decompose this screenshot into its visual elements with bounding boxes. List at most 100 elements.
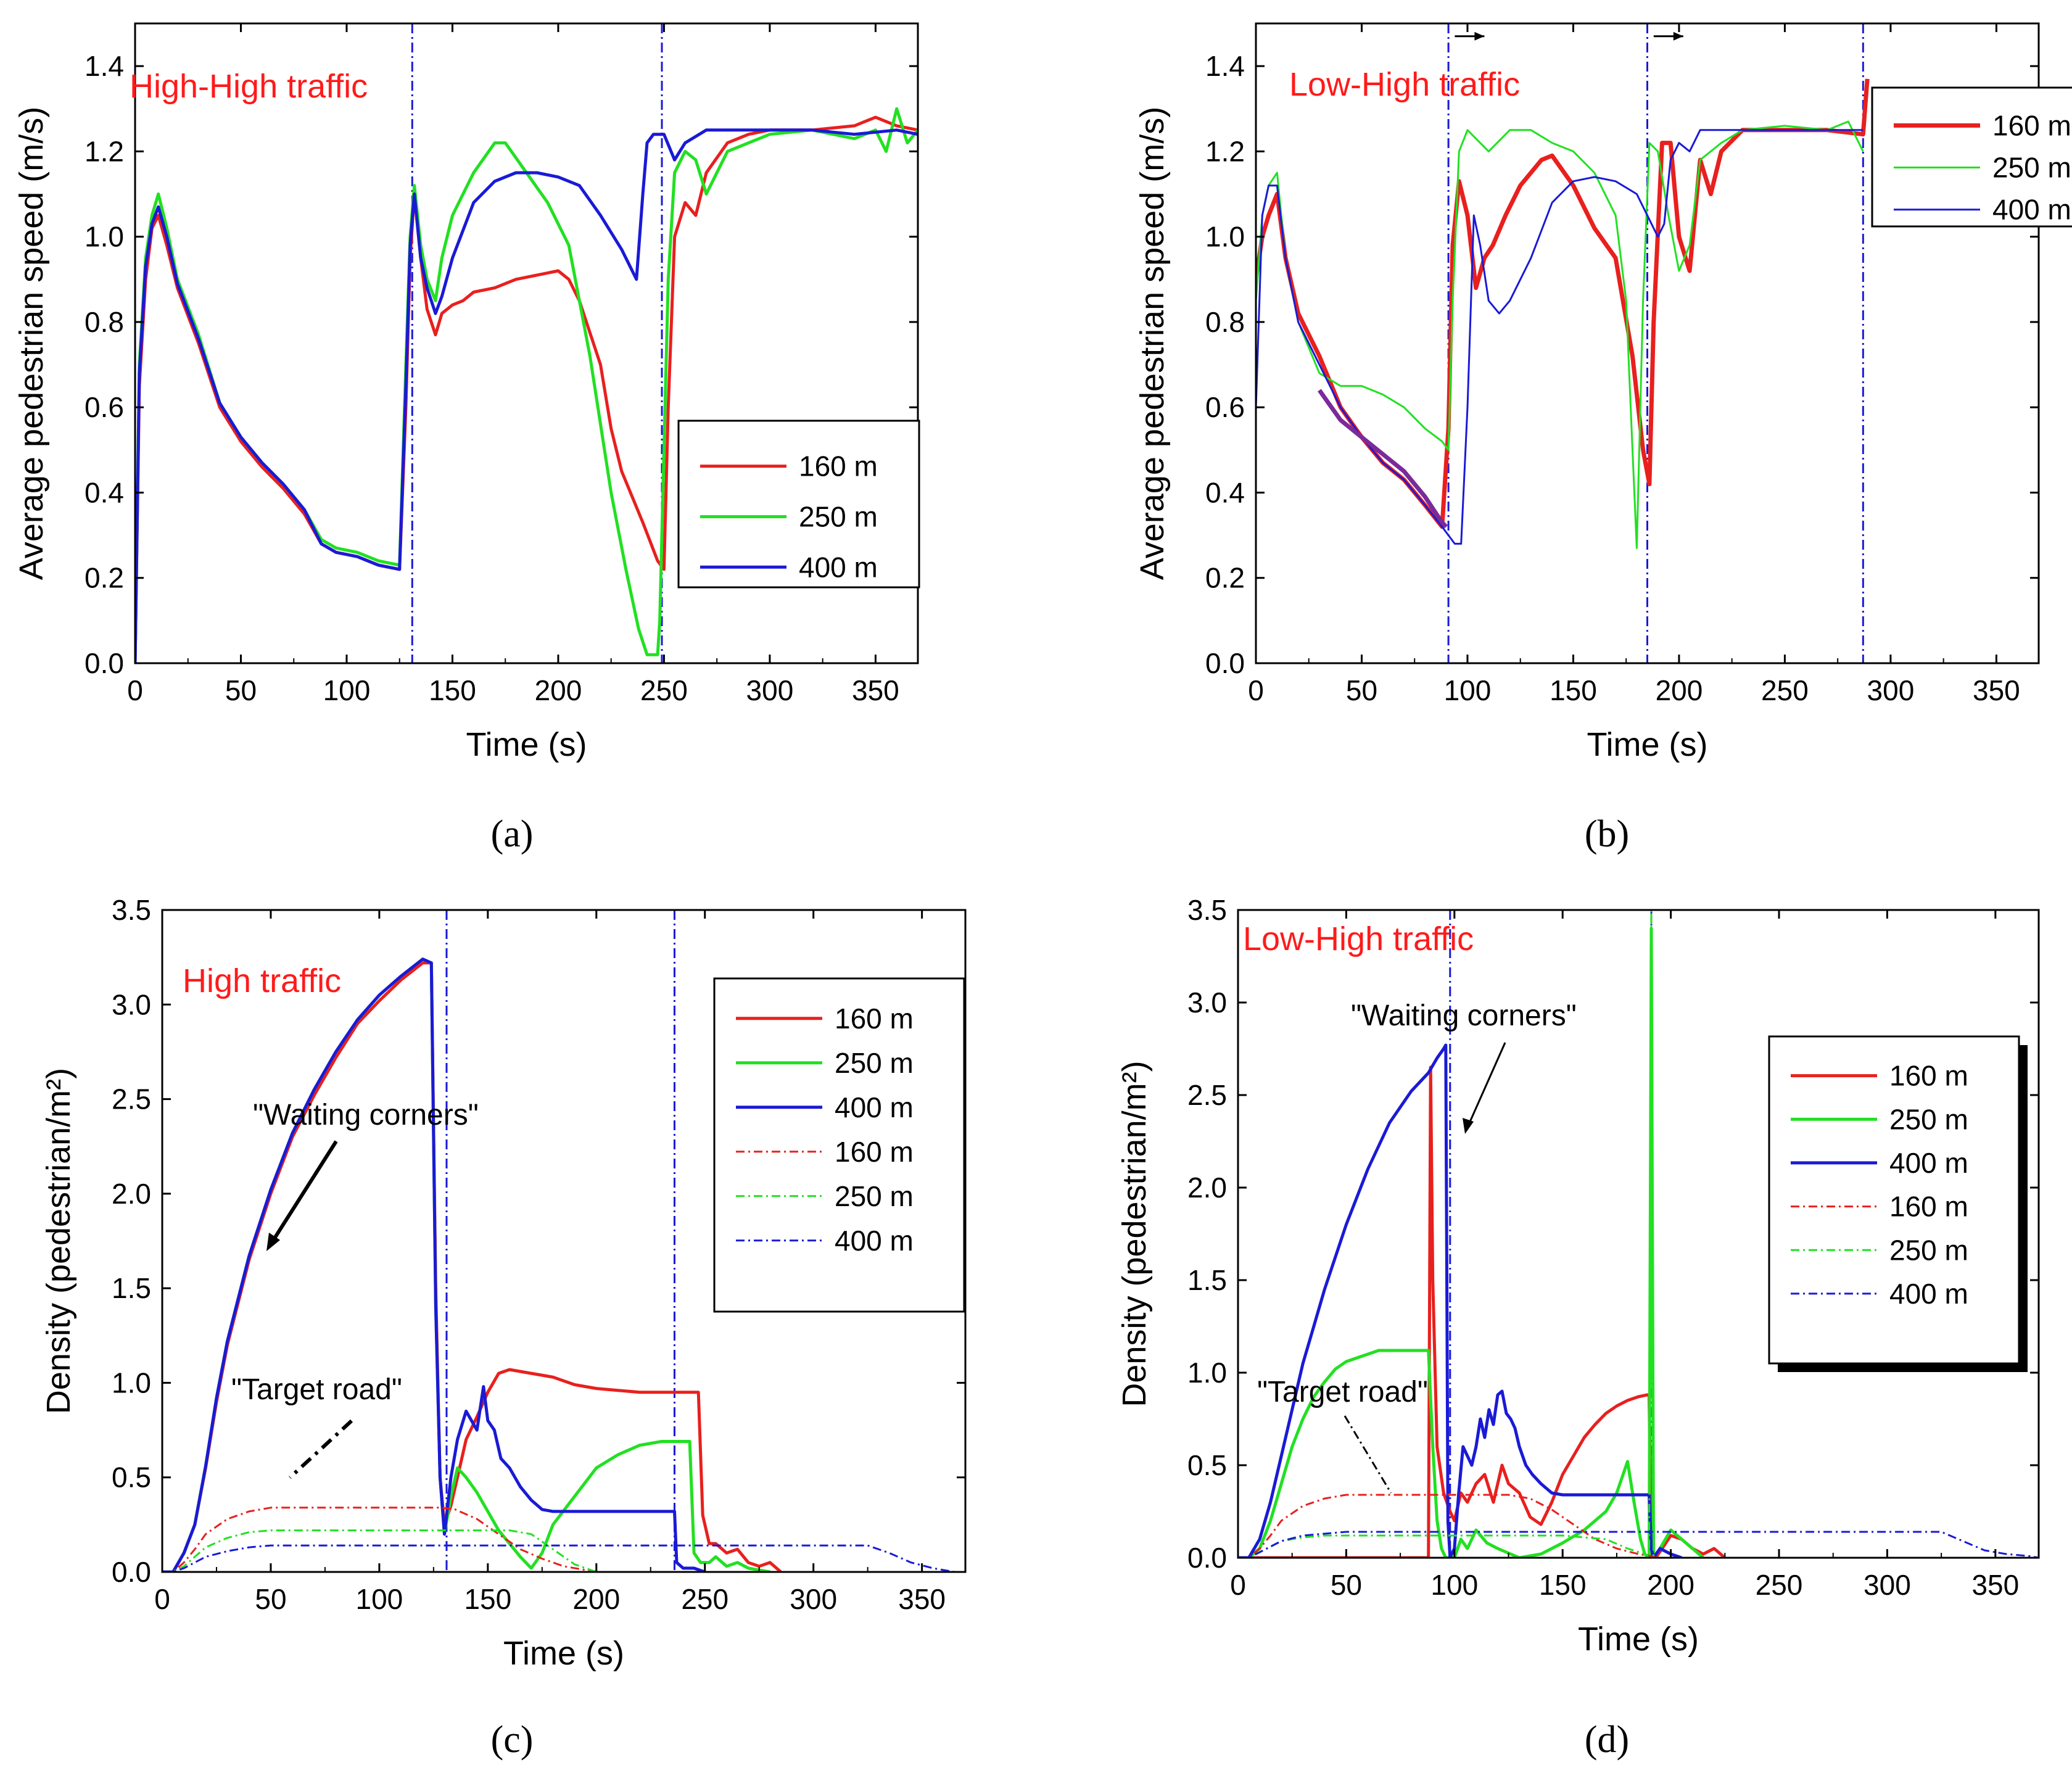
annotation-arrow [288, 1419, 353, 1479]
legend-label: 160 m [1889, 1060, 1968, 1092]
chart-title: Low-High traffic [1243, 920, 1474, 957]
series-line-blue-solid [1238, 1043, 1683, 1558]
annotation-arrow [1467, 1042, 1506, 1127]
x-tick-label: 200 [572, 1583, 620, 1615]
series-line-green-dashdot [162, 1529, 597, 1572]
x-axis-label: Time (s) [503, 1635, 624, 1672]
chart-title: High traffic [183, 962, 341, 999]
y-tick-label: 0.0 [1205, 647, 1245, 679]
plot-frame [1237, 909, 2040, 1559]
x-tick-label: 200 [1656, 674, 1703, 706]
x-tick-label: 350 [898, 1583, 946, 1615]
y-tick-label: 2.0 [112, 1178, 151, 1210]
plot-frame [1255, 22, 2040, 664]
legend-box [713, 977, 965, 1313]
y-tick-label: 1.2 [1205, 135, 1245, 167]
x-tick-label: 300 [746, 674, 794, 706]
legend-label: 400 m [1992, 194, 2071, 226]
x-tick-label: 350 [1973, 674, 2020, 706]
chart-d: 0 50 100 150 200 250 300 350 0.0 0.5 1.0 1.5 2.0 2.5 3… [1116, 894, 2040, 1761]
annotation-text: "Target road" [1257, 1376, 1428, 1408]
x-tick-label: 150 [1539, 1569, 1587, 1601]
series-line-blue-solid-thin [1256, 129, 1864, 545]
y-tick-label: 1.0 [112, 1367, 151, 1399]
x-tick-label: 100 [1430, 1569, 1478, 1601]
series-line-purple-solid-thick [1318, 389, 1448, 529]
y-tick-label: 0.8 [1205, 306, 1245, 338]
x-tick-label: 350 [852, 674, 899, 706]
series-line-red-dashdot [162, 1507, 597, 1572]
x-tick-label: 150 [429, 674, 476, 706]
annotation-text: "Waiting corners" [1351, 999, 1577, 1032]
y-tick-label: 1.4 [85, 50, 124, 82]
x-tick-label: 250 [1756, 1569, 1803, 1601]
legend-label: 250 m [835, 1047, 914, 1079]
y-tick-label: 1.5 [112, 1272, 151, 1304]
chart-a: 0 50 100 150 200 250 300 350 0.0 0.2 0.4 0.6 0.8 1.0 1… [13, 22, 920, 855]
legend-label: 160 m [1889, 1191, 1968, 1223]
x-tick-label: 0 [154, 1583, 170, 1615]
x-tick-label: 250 [1761, 674, 1809, 706]
x-tick-label: 250 [640, 674, 688, 706]
x-tick-label: 100 [1444, 674, 1492, 706]
legend-label: 160 m [1992, 109, 2071, 141]
y-tick-label: 0.5 [112, 1462, 151, 1494]
y-tick-label: 0.2 [1205, 562, 1245, 594]
legend-box [1871, 86, 2072, 228]
x-tick-label: 200 [1647, 1569, 1694, 1601]
annotation-text: "Waiting corners" [253, 1099, 479, 1131]
arrow-head [1474, 31, 1485, 41]
panel-label: (d) [1585, 1719, 1629, 1761]
legend-label: 250 m [1889, 1103, 1968, 1135]
x-tick-label: 50 [255, 1583, 286, 1615]
legend-box [677, 420, 920, 589]
y-tick-label: 2.5 [112, 1083, 151, 1115]
x-axis-label: Time (s) [1587, 726, 1708, 763]
x-tick-label: 50 [225, 674, 257, 706]
annotation-text: "Target road" [231, 1373, 402, 1406]
x-tick-label: 100 [323, 674, 371, 706]
legend-label: 250 m [799, 500, 878, 532]
plot-frame [134, 22, 919, 664]
y-tick-label: 0.0 [1187, 1542, 1227, 1574]
series-line-red-solid [162, 961, 782, 1572]
y-tick-label: 3.0 [112, 988, 151, 1020]
legend-label: 160 m [835, 1003, 914, 1035]
panel-label: (c) [491, 1719, 534, 1761]
series-line-green-solid [162, 957, 770, 1572]
annotation-arrowhead [1463, 1118, 1474, 1134]
legend-label: 250 m [1889, 1234, 1968, 1266]
y-tick-label: 0.6 [85, 391, 124, 423]
y-tick-label: 1.4 [1205, 50, 1245, 82]
x-tick-label: 200 [535, 674, 582, 706]
legend-label: 250 m [1992, 152, 2071, 184]
y-tick-label: 1.0 [1205, 221, 1245, 253]
y-tick-label: 1.2 [85, 135, 124, 167]
chart-title: High-High traffic [130, 68, 368, 105]
series-group [1256, 78, 1870, 549]
x-tick-label: 250 [681, 1583, 729, 1615]
legend-label: 160 m [799, 450, 878, 482]
y-tick-label: 1.0 [85, 221, 124, 253]
arrow-head [1673, 31, 1683, 41]
y-tick-label: 0.4 [85, 476, 124, 508]
x-tick-label: 100 [356, 1583, 403, 1615]
annotation-arrowhead [266, 1233, 280, 1251]
chart-title: Low-High traffic [1289, 66, 1520, 103]
series-group [135, 107, 918, 663]
series-line-blue-solid [162, 957, 706, 1572]
legend-label: 400 m [835, 1091, 914, 1123]
x-axis-label: Time (s) [466, 726, 587, 763]
x-tick-label: 300 [1867, 674, 1915, 706]
y-axis-label: Density (pedestrian/m²) [40, 1068, 77, 1414]
chart-b: 0 50 100 150 200 250 300 350 0.0 0.2 0.4 0.6 0.8 1.0 1… [1134, 22, 2072, 855]
y-tick-label: 2.5 [1187, 1079, 1227, 1111]
x-tick-label: 50 [1346, 674, 1377, 706]
series-line-blue-dashdot [162, 1544, 965, 1572]
series-line-red-solid [135, 115, 918, 663]
x-tick-label: 50 [1331, 1569, 1362, 1601]
x-tick-label: 0 [1230, 1569, 1246, 1601]
legend-label: 400 m [1889, 1147, 1968, 1179]
x-tick-label: 0 [127, 674, 143, 706]
